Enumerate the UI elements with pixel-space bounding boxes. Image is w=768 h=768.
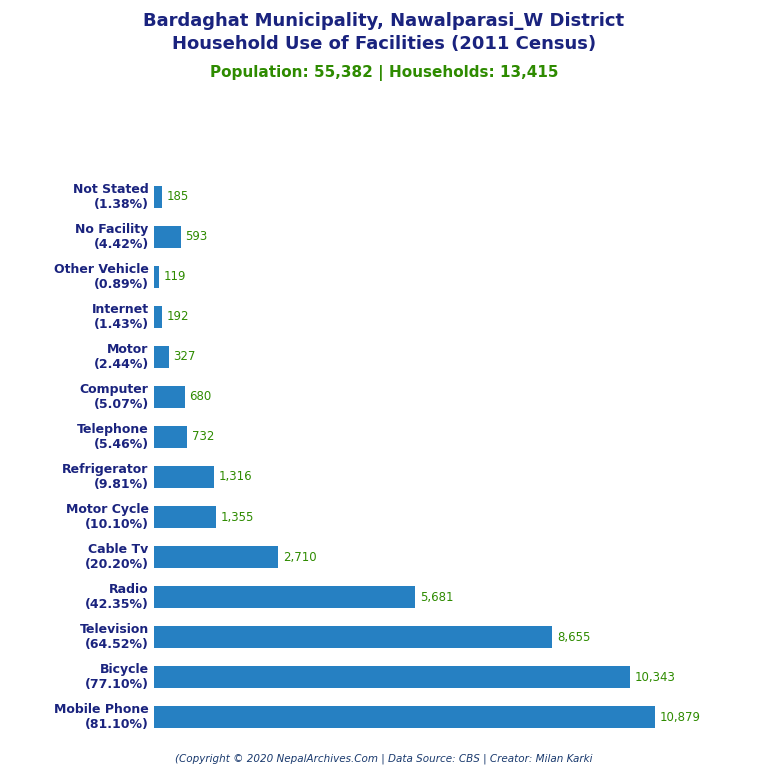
- Text: 10,343: 10,343: [635, 670, 676, 684]
- Bar: [154, 266, 159, 288]
- Bar: [154, 506, 216, 528]
- Bar: [154, 546, 279, 568]
- Text: 1,355: 1,355: [220, 511, 254, 524]
- Text: 8,655: 8,655: [557, 631, 591, 644]
- Text: Bardaghat Municipality, Nawalparasi_W District: Bardaghat Municipality, Nawalparasi_W Di…: [144, 12, 624, 29]
- Bar: [154, 386, 185, 408]
- Bar: [154, 186, 162, 207]
- Text: Population: 55,382 | Households: 13,415: Population: 55,382 | Households: 13,415: [210, 65, 558, 81]
- Text: 5,681: 5,681: [420, 591, 453, 604]
- Text: 732: 732: [192, 430, 214, 443]
- Text: 2,710: 2,710: [283, 551, 316, 564]
- Bar: [154, 707, 655, 728]
- Text: 10,879: 10,879: [660, 710, 700, 723]
- Bar: [154, 346, 169, 368]
- Text: 185: 185: [167, 190, 189, 204]
- Bar: [154, 466, 214, 488]
- Text: 1,316: 1,316: [219, 471, 253, 484]
- Bar: [154, 226, 181, 248]
- Bar: [154, 626, 552, 648]
- Bar: [154, 306, 163, 328]
- Text: 327: 327: [174, 350, 196, 363]
- Text: 593: 593: [186, 230, 208, 243]
- Text: 680: 680: [190, 390, 212, 403]
- Text: 119: 119: [164, 270, 186, 283]
- Bar: [154, 666, 631, 688]
- Text: 192: 192: [167, 310, 190, 323]
- Text: (Copyright © 2020 NepalArchives.Com | Data Source: CBS | Creator: Milan Karki: (Copyright © 2020 NepalArchives.Com | Da…: [175, 753, 593, 764]
- Bar: [154, 426, 187, 448]
- Text: Household Use of Facilities (2011 Census): Household Use of Facilities (2011 Census…: [172, 35, 596, 52]
- Bar: [154, 586, 415, 608]
